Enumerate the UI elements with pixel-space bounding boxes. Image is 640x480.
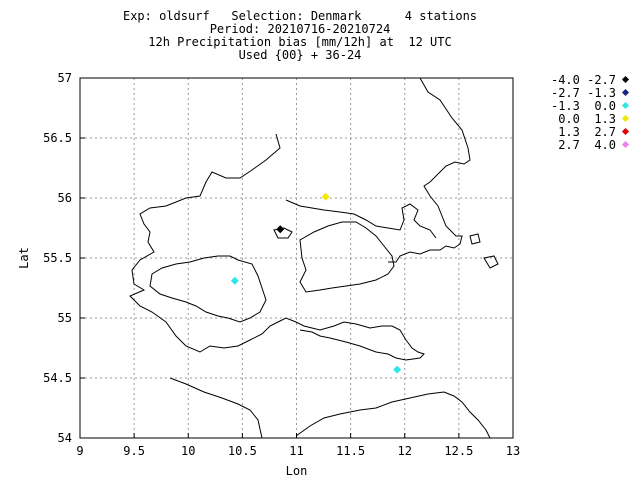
- station-point: [321, 192, 330, 201]
- station-point: [393, 365, 402, 374]
- coastline-island-a: [149, 255, 267, 323]
- legend-entry: -2.7 -1.3: [518, 87, 638, 100]
- x-tick-label: 11.5: [336, 444, 365, 458]
- legend-diamond-icon: [623, 116, 630, 123]
- legend-diamond-icon: [623, 77, 630, 84]
- coastline-jutland: [388, 77, 471, 263]
- chart-title-block: Exp: oldsurf Selection: Denmark 4 statio…: [0, 10, 600, 62]
- legend-entry: 1.3 2.7: [518, 126, 638, 139]
- y-tick-label: 55.5: [43, 251, 72, 265]
- legend-diamond-icon: [623, 103, 630, 110]
- coastline-island-b: [299, 221, 395, 293]
- station-points: [230, 192, 402, 374]
- coastline-small-3: [483, 255, 499, 269]
- legend-entry-label: -1.3 0.0: [550, 99, 616, 113]
- used-label: Used {00} + 36-24: [238, 48, 362, 62]
- y-tick-label: 55: [58, 311, 72, 325]
- quantity-label: 12h Precipitation bias [mm/12h] at 12 UT…: [148, 35, 452, 49]
- x-tick-label: 9: [76, 444, 83, 458]
- x-tick-label: 10.5: [228, 444, 257, 458]
- legend-diamond-icon: [623, 90, 630, 97]
- coastline-bottom: [169, 377, 263, 439]
- selection-label: Selection: Denmark: [231, 9, 362, 23]
- legend-entry: 0.0 1.3: [518, 113, 638, 126]
- y-axis-label: Lat: [17, 247, 31, 269]
- x-tick-label: 12: [398, 444, 412, 458]
- y-tick-labels: 54 54.5 55 55.5 56 56.5 57: [43, 71, 85, 445]
- station-count: 4 stations: [404, 9, 478, 23]
- y-tick-label: 57: [58, 71, 72, 85]
- legend: -4.0 -2.7 -2.7 -1.3 -1.3 0.0 0.0 1.3 1.3 2…: [518, 74, 638, 152]
- legend-entry: -4.0 -2.7: [518, 74, 638, 87]
- legend-entry-label: 0.0 1.3: [550, 112, 616, 126]
- x-tick-label: 12.5: [444, 444, 473, 458]
- x-tick-label: 10: [181, 444, 195, 458]
- station-point: [276, 225, 285, 234]
- title-line-experiment: Exp: oldsurf Selection: Denmark 4 statio…: [0, 10, 600, 23]
- legend-entry-label: 2.7 4.0: [550, 138, 616, 152]
- y-tick-label: 54.5: [43, 371, 72, 385]
- legend-entry: 2.7 4.0: [518, 139, 638, 152]
- legend-entry-label: -4.0 -2.7: [550, 73, 616, 87]
- period-label: Period: 20210716-20210724: [209, 22, 391, 36]
- coastline-upper: [285, 199, 437, 239]
- x-tick-labels: 9 9.5 10 10.5 11 11.5 12 12.5 13: [76, 433, 520, 458]
- x-tick-label: 9.5: [123, 444, 145, 458]
- experiment-label: Exp: oldsurf: [122, 9, 210, 23]
- station-point: [230, 276, 239, 285]
- legend-diamond-icon: [623, 129, 630, 136]
- y-tick-label: 56: [58, 191, 72, 205]
- grid-lines: [80, 78, 513, 438]
- x-tick-label: 11: [289, 444, 303, 458]
- coastline-zealand: [129, 133, 425, 361]
- coastline-small-2: [469, 233, 481, 245]
- coastline-bottom-right: [295, 391, 491, 439]
- legend-diamond-icon: [623, 142, 630, 149]
- y-tick-label: 56.5: [43, 131, 72, 145]
- coastline: [129, 77, 499, 439]
- x-axis-label: Lon: [286, 464, 308, 478]
- legend-entry-label: -2.7 -1.3: [550, 86, 616, 100]
- y-tick-label: 54: [58, 431, 72, 445]
- legend-entry: -1.3 0.0: [518, 100, 638, 113]
- x-tick-label: 13: [506, 444, 520, 458]
- legend-entry-label: 1.3 2.7: [550, 125, 616, 139]
